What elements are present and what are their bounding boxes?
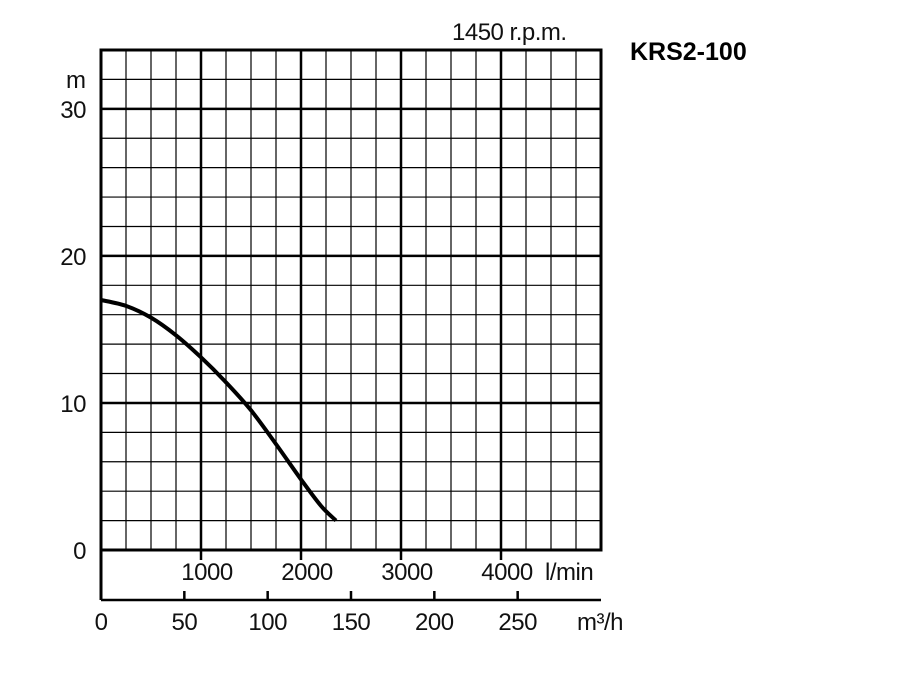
y-tick-label: 10: [60, 391, 86, 418]
m3h-tick-label: 150: [332, 609, 371, 636]
grid-minor: [101, 50, 601, 550]
lpm-unit-label: l/min: [545, 559, 593, 586]
y-tick-label: 0: [73, 538, 86, 565]
y-tick-label: 20: [60, 244, 86, 271]
lpm-tick-label: 4000: [481, 559, 533, 586]
head-flow-curve: [100, 298, 338, 523]
m3h-tick-label: 0: [95, 609, 108, 636]
m3h-tick-marks: [183, 591, 519, 600]
m3h-unit-label: m³/h: [577, 609, 623, 636]
m3h-tick-label: 200: [415, 609, 454, 636]
m3h-tick-label: 100: [248, 609, 287, 636]
speed-label: 1450 r.p.m.: [452, 19, 567, 46]
y-tick-label: 30: [60, 97, 86, 124]
lpm-tick-label: 2000: [281, 559, 333, 586]
m3h-tick-label: 250: [498, 609, 537, 636]
y-tick-labels: 0 10 20 30: [60, 97, 86, 565]
model-title: KRS2-100: [630, 38, 747, 66]
y-axis-label: m: [66, 67, 86, 94]
lpm-tick-labels: 1000 2000 3000 4000: [181, 559, 533, 586]
lpm-tick-label: 3000: [381, 559, 433, 586]
m3h-tick-label: 50: [171, 609, 197, 636]
lpm-tick-marks: [199, 550, 503, 560]
grid-major: [101, 50, 601, 550]
lpm-tick-label: 1000: [181, 559, 233, 586]
m3h-tick-labels: 0 50 100 150 200 250: [95, 609, 538, 636]
